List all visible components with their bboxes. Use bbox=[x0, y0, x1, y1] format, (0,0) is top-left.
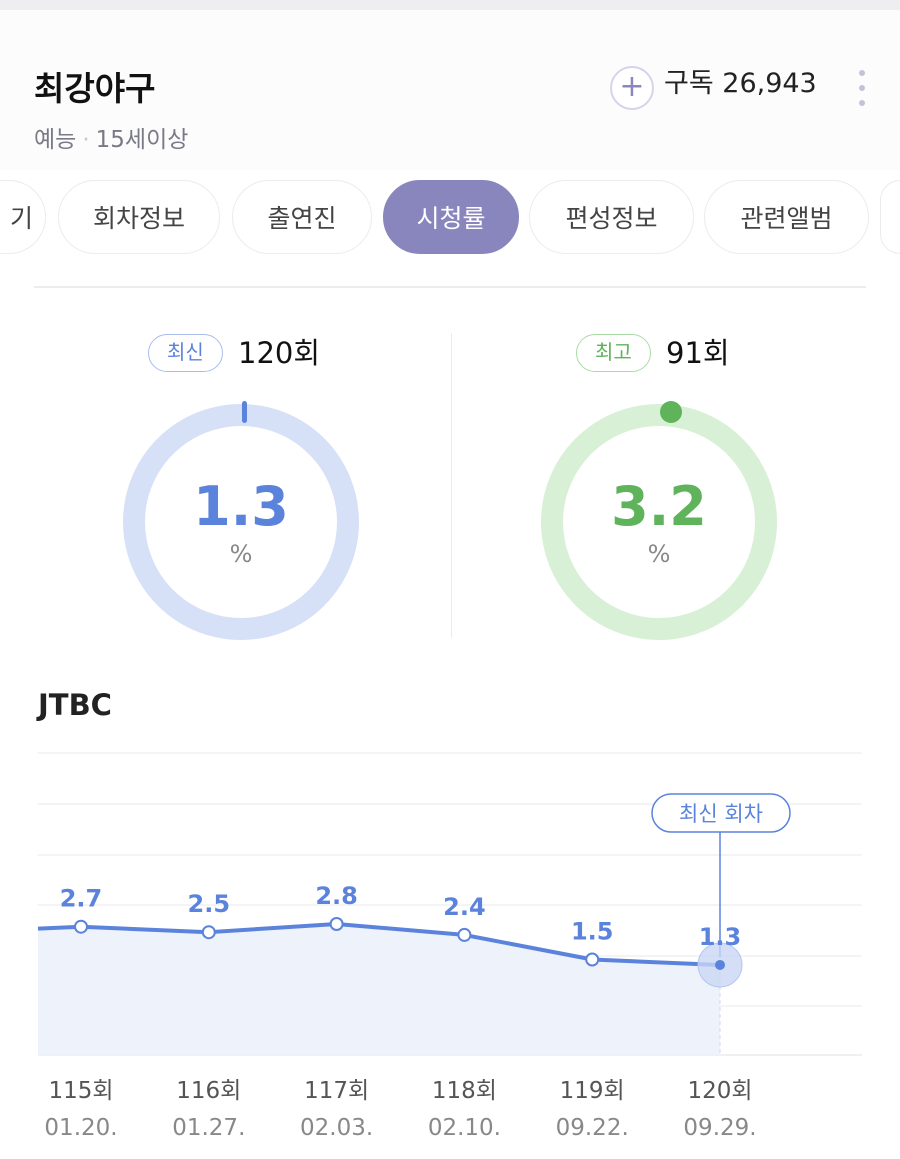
x-tick-date: 02.10. bbox=[428, 1115, 501, 1141]
data-point bbox=[74, 919, 88, 934]
best-ring-marker bbox=[660, 401, 682, 423]
x-tick-episode: 115회 bbox=[48, 1078, 113, 1104]
x-tick-date: 01.27. bbox=[172, 1115, 245, 1141]
best-rating-value: 3.2 bbox=[611, 475, 707, 538]
data-label: 1.3 bbox=[699, 923, 742, 951]
x-tick-episode: 118회 bbox=[432, 1078, 497, 1104]
divider bbox=[451, 333, 452, 638]
data-point bbox=[329, 917, 344, 931]
data-point bbox=[457, 927, 472, 942]
tab-ratings[interactable]: 시청률 bbox=[383, 180, 519, 254]
data-label: 2.5 bbox=[188, 890, 231, 918]
program-meta: 예능 · 15세이상 bbox=[34, 127, 189, 153]
x-tick-date: 09.29. bbox=[683, 1115, 756, 1141]
subscribe-button[interactable]: + bbox=[610, 66, 654, 110]
data-point bbox=[715, 959, 725, 970]
annotation-label: 최신 회차 bbox=[679, 802, 763, 826]
x-tick-episode: 120회 bbox=[687, 1078, 752, 1104]
program-header: 최강야구 예능 · 15세이상 + 구독 26,943 bbox=[0, 10, 900, 170]
plus-icon: + bbox=[619, 69, 645, 104]
best-badge: 최고 bbox=[576, 334, 651, 372]
program-title: 최강야구 bbox=[34, 69, 156, 108]
annotation-box bbox=[651, 793, 791, 833]
data-label: 1.5 bbox=[571, 917, 614, 945]
latest-rating-value: 1.3 bbox=[193, 475, 289, 538]
data-point bbox=[201, 925, 216, 940]
channel-name: JTBC bbox=[38, 688, 112, 722]
divider bbox=[34, 286, 866, 288]
latest-episode: 120회 bbox=[238, 336, 321, 370]
tab-bar: 기 회차정보 출연진 시청률 편성정보 관련앨범 bbox=[0, 180, 900, 254]
x-tick-episode: 117회 bbox=[304, 1078, 369, 1104]
x-tick-date: 01.20. bbox=[44, 1115, 117, 1141]
best-rating-unit: % bbox=[647, 540, 671, 568]
data-label: 2.8 bbox=[315, 882, 358, 910]
latest-rating-unit: % bbox=[229, 540, 253, 568]
best-episode: 91회 bbox=[666, 336, 730, 370]
x-tick-date: 02.03. bbox=[300, 1115, 373, 1141]
tab-episode-info[interactable]: 회차정보 bbox=[58, 180, 220, 254]
data-label: 2.7 bbox=[60, 885, 103, 913]
x-tick-episode: 119회 bbox=[560, 1078, 625, 1104]
tab-cast[interactable]: 출연진 bbox=[232, 180, 372, 254]
age-rating: 15세이상 bbox=[95, 127, 189, 153]
latest-ring-marker bbox=[242, 401, 247, 423]
data-label: 2.4 bbox=[443, 893, 486, 921]
x-tick-date: 09.22. bbox=[556, 1115, 629, 1141]
data-point bbox=[585, 952, 600, 967]
genre: 예능 bbox=[34, 127, 77, 153]
status-bar bbox=[0, 0, 900, 10]
latest-badge: 최신 bbox=[148, 334, 223, 372]
more-vertical-icon[interactable] bbox=[850, 70, 874, 106]
subscriber-count: 구독 26,943 bbox=[664, 68, 817, 99]
area-fill bbox=[38, 924, 720, 1055]
tab-schedule[interactable]: 편성정보 bbox=[529, 180, 694, 254]
tab-albums[interactable]: 관련앨범 bbox=[704, 180, 869, 254]
x-tick-episode: 116회 bbox=[176, 1078, 241, 1104]
